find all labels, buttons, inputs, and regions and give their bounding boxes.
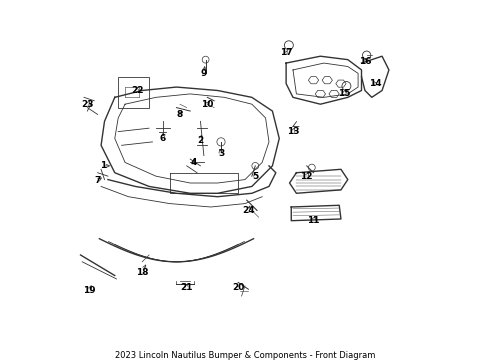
Text: 2023 Lincoln Nautilus Bumper & Components - Front Diagram: 2023 Lincoln Nautilus Bumper & Component… [115, 351, 375, 360]
Text: 8: 8 [177, 110, 183, 119]
Text: 3: 3 [218, 149, 224, 158]
Text: 9: 9 [201, 69, 207, 78]
Text: 13: 13 [287, 127, 299, 136]
Text: 6: 6 [160, 134, 166, 143]
Text: 1: 1 [99, 161, 106, 170]
Text: 2: 2 [197, 136, 203, 145]
Text: 24: 24 [242, 206, 255, 215]
Text: 5: 5 [252, 172, 258, 181]
Text: 20: 20 [232, 283, 245, 292]
Text: 22: 22 [131, 86, 143, 95]
Text: 18: 18 [136, 267, 148, 276]
Text: 17: 17 [280, 48, 293, 57]
Text: 14: 14 [369, 79, 382, 88]
Text: 12: 12 [300, 172, 313, 181]
Text: 15: 15 [338, 89, 351, 98]
Text: 10: 10 [201, 100, 214, 109]
Text: 16: 16 [359, 57, 371, 66]
Text: 7: 7 [95, 176, 101, 185]
Text: 19: 19 [83, 287, 96, 296]
Text: 4: 4 [191, 158, 197, 167]
Text: 11: 11 [307, 216, 320, 225]
Text: 21: 21 [180, 283, 193, 292]
Text: 23: 23 [81, 100, 94, 109]
